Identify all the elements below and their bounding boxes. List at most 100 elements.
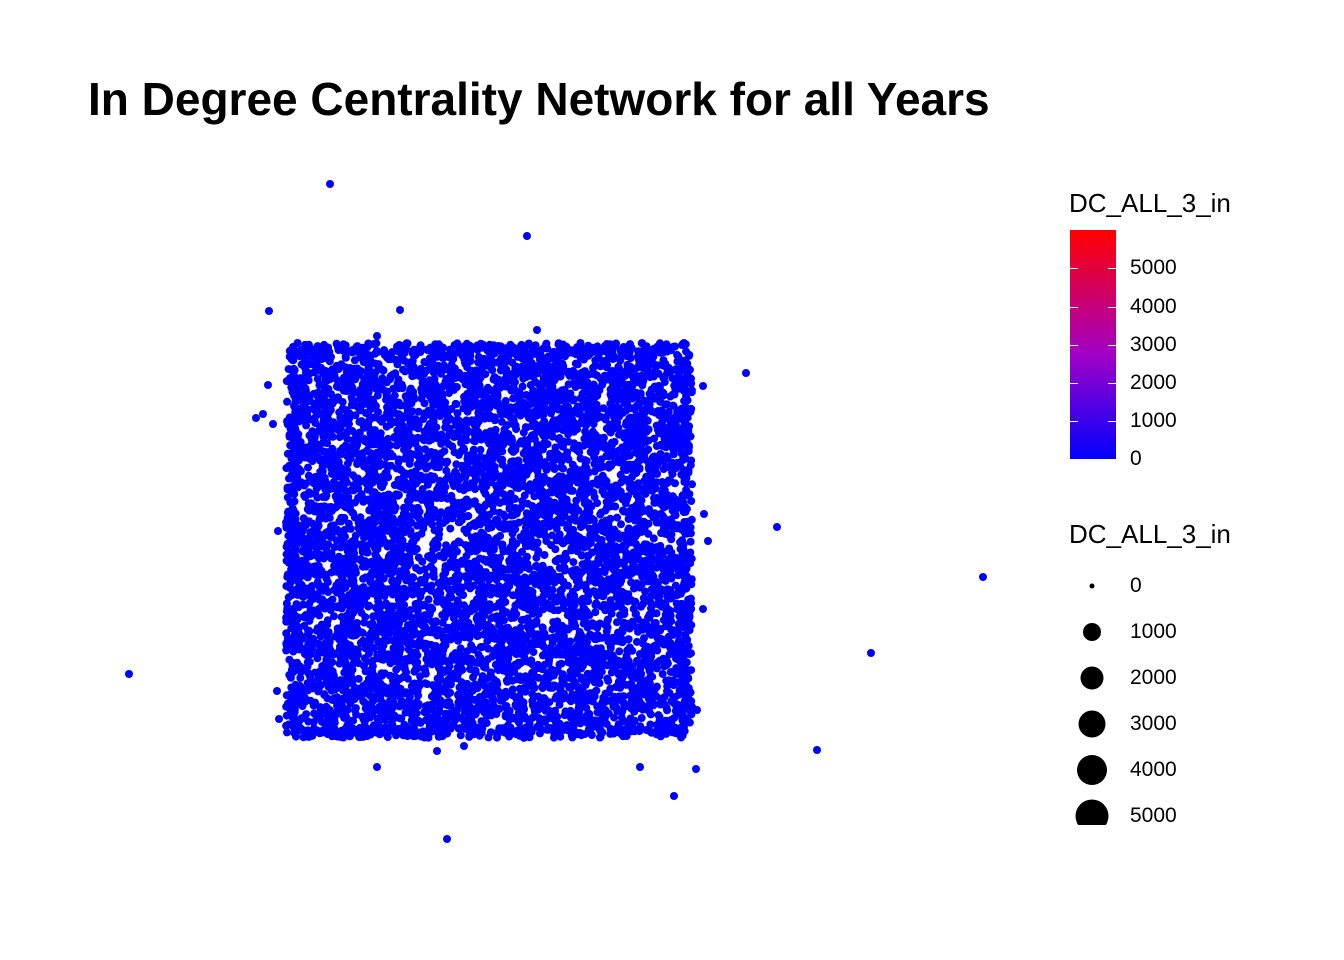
node-point: [644, 458, 653, 467]
node-point: [497, 417, 506, 426]
node-point: [621, 540, 630, 549]
node-point: [377, 479, 386, 488]
node-point: [455, 588, 464, 597]
node-point: [416, 718, 425, 727]
node-point: [529, 648, 538, 656]
node-point: [456, 713, 464, 722]
node-point: [564, 430, 573, 439]
node-point: [364, 532, 373, 540]
node-point: [638, 625, 647, 634]
node-point: [617, 520, 625, 529]
node-point: [575, 627, 584, 636]
node-point: [603, 616, 612, 625]
node-point: [526, 381, 535, 389]
node-point: [509, 511, 518, 520]
node-point: [490, 702, 498, 711]
node-point: [406, 527, 415, 535]
node-point: [499, 510, 508, 519]
node-point: [446, 524, 455, 533]
node-point: [519, 374, 528, 383]
node-point: [460, 525, 469, 534]
node-point: [663, 706, 672, 715]
node-point: [607, 438, 616, 447]
node-point: [554, 554, 563, 563]
node-point: [347, 393, 356, 402]
node-point: [435, 686, 444, 695]
node-point: [637, 714, 646, 722]
node-point: [331, 492, 340, 501]
node-point: [473, 400, 482, 409]
node-point: [413, 521, 422, 530]
node-point: [599, 433, 608, 442]
node-point: [633, 637, 641, 646]
node-point: [551, 593, 560, 602]
node-point: [434, 579, 443, 588]
node-point: [456, 644, 465, 653]
node-point: [649, 534, 658, 543]
node-point: [351, 706, 359, 715]
node-point: [337, 513, 346, 522]
node-point: [581, 427, 590, 436]
node-point: [632, 411, 641, 420]
node-point: [371, 544, 380, 553]
node-point: [619, 394, 628, 403]
node-point: [603, 674, 612, 683]
node-point: [409, 573, 418, 582]
node-point: [401, 392, 410, 401]
node-point: [601, 519, 610, 528]
node-point: [408, 372, 417, 381]
node-point: [420, 708, 429, 717]
node-point: [388, 524, 397, 532]
node-point: [374, 408, 382, 417]
node-point: [367, 699, 376, 708]
node-point: [553, 617, 562, 626]
node-point: [332, 502, 341, 511]
node-point: [625, 477, 634, 486]
node-point: [517, 472, 526, 480]
node-point: [518, 382, 527, 391]
node-point: [542, 465, 551, 474]
node-point: [635, 659, 644, 668]
node-point: [590, 467, 599, 476]
node-point: [528, 697, 537, 705]
node-point: [547, 603, 556, 612]
node-point: [363, 485, 372, 494]
node-point: [398, 634, 407, 643]
node-point: [498, 606, 507, 615]
node-point: [354, 674, 363, 683]
node-point: [577, 551, 586, 560]
node-point: [429, 623, 438, 632]
node-point: [304, 376, 313, 385]
node-point: [323, 616, 332, 625]
node-point: [313, 493, 322, 502]
node-point: [517, 616, 526, 625]
node-point: [339, 633, 348, 642]
node-point: [443, 698, 452, 707]
node-point: [611, 502, 620, 511]
node-point: [455, 416, 463, 425]
node-point: [673, 350, 682, 359]
node-point: [411, 648, 420, 657]
node-cluster: [282, 339, 696, 742]
node-point: [631, 610, 640, 619]
node-point: [628, 646, 637, 655]
node-point: [346, 524, 355, 533]
node-point: [316, 632, 325, 641]
node-point: [322, 491, 331, 500]
node-point: [487, 671, 495, 680]
node-point: [516, 675, 525, 684]
node-point: [569, 558, 578, 567]
node-point: [589, 587, 598, 596]
node-point: [329, 478, 338, 487]
node-point: [671, 581, 680, 590]
node-point: [504, 673, 513, 682]
node-point: [351, 430, 360, 438]
node-point: [318, 625, 327, 634]
node-point: [511, 378, 519, 387]
node-point: [530, 435, 539, 444]
node-point: [580, 434, 589, 443]
node-point: [510, 634, 519, 643]
node-point: [467, 641, 476, 650]
node-point: [441, 565, 450, 574]
node-point: [486, 590, 495, 599]
